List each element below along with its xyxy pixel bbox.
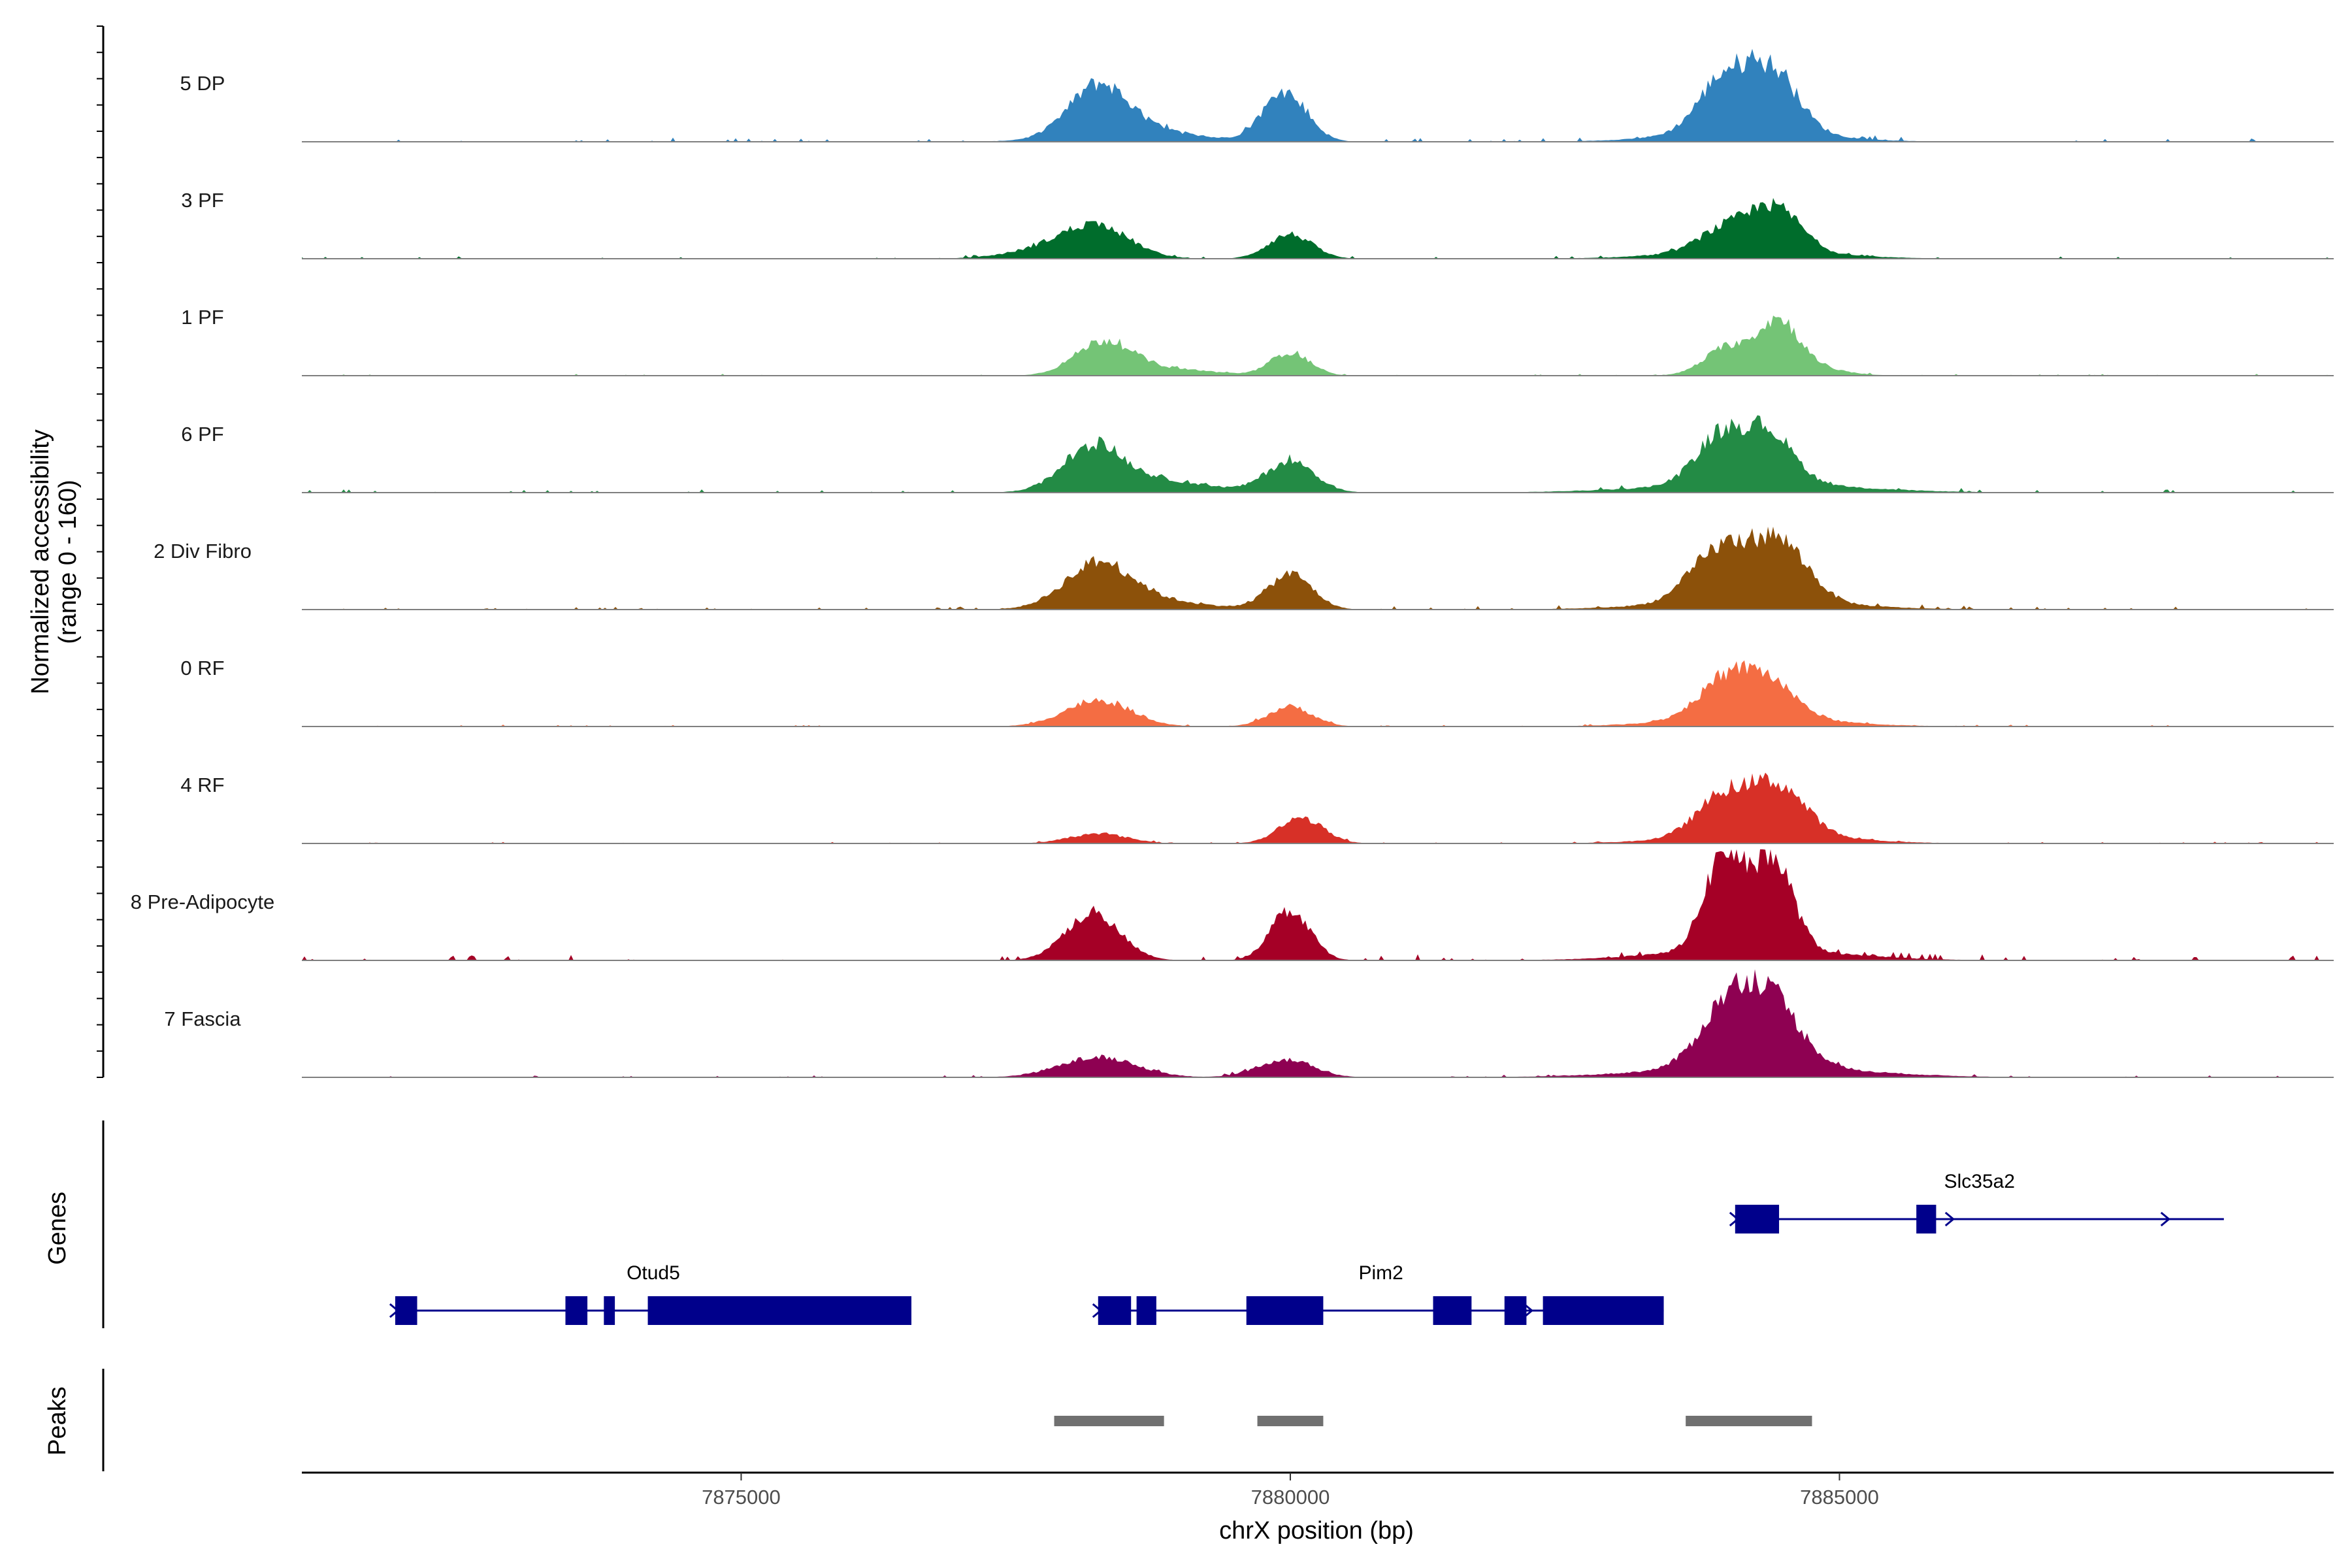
genes-track: Slc35a2 Otud5 Pim2 [389,1171,2224,1325]
gene-exon [565,1296,588,1325]
y-axis-range: (range 0 - 160) [54,480,82,644]
track-7-fascia: 7 Fascia [164,969,2334,1078]
x-axis-title: chrX position (bp) [1219,1517,1414,1544]
gene-otud5: Otud5 [389,1262,911,1325]
strand-arrow [1523,1303,1534,1318]
coverage-tracks: 5 DP 3 PF 1 PF 6 PF 2 Div Fibro 0 RF 4 RF 8 Pre… [131,48,2334,1078]
track-8-pre-adipocyte: 8 Pre-Adipocyte [131,849,2334,961]
track-6-pf: 6 PF [181,415,2334,493]
gene-exon [1504,1296,1527,1325]
x-tick-label: 7880000 [1251,1486,1330,1509]
y-axis-ticks [97,25,105,1078]
gene-exon [1136,1296,1156,1325]
gene-exon [395,1296,417,1325]
gene-exon [1543,1296,1664,1325]
track-label: 8 Pre-Adipocyte [131,890,275,913]
track-0-rf: 0 RF [180,657,2334,727]
gene-exon [1916,1205,1936,1233]
strand-arrow [2160,1211,2171,1227]
track-label: 3 PF [181,189,223,212]
track-label: 5 DP [180,72,225,95]
coverage-area [302,660,2334,727]
track-label: 1 PF [181,306,223,329]
track-label: 4 RF [180,774,224,796]
peaks-track-title: Peaks [44,1386,71,1456]
coverage-area [302,415,2334,493]
coverage-area [302,969,2334,1077]
peaks-track [1054,1416,1812,1426]
gene-exon [1246,1296,1324,1325]
gene-exon [1098,1296,1132,1325]
gene-name: Slc35a2 [1944,1171,2015,1192]
coverage-area [302,316,2334,376]
gene-exon [1735,1205,1780,1233]
gene-pim2: Pim2 [1092,1262,1664,1325]
track-1-pf: 1 PF [181,306,2334,376]
gene-exon [1433,1296,1472,1325]
coverage-area [302,772,2334,843]
peak-region [1257,1416,1324,1426]
strand-arrow [1944,1211,1955,1227]
peak-region [1686,1416,1812,1426]
coverage-area [302,527,2334,610]
gene-exon [647,1296,911,1325]
track-label: 7 Fascia [164,1007,241,1030]
track-3-pf: 3 PF [181,189,2334,259]
x-tick-label: 7875000 [702,1486,781,1509]
gene-name: Otud5 [627,1262,680,1284]
gene-name: Pim2 [1358,1262,1403,1284]
y-axis-title: Normalized accessibility [27,429,54,694]
x-tick-label: 7885000 [1800,1486,1879,1509]
track-label: 6 PF [181,423,223,446]
genes-track-title: Genes [44,1192,71,1265]
gene-slc35a2: Slc35a2 [1729,1171,2224,1233]
track-2-div-fibro: 2 Div Fibro [154,527,2334,610]
coverage-area [302,198,2334,259]
coverage-area [302,849,2334,960]
track-4-rf: 4 RF [180,772,2334,844]
peak-region [1054,1416,1164,1426]
gene-exon [604,1296,615,1325]
track-label: 2 Div Fibro [154,540,252,563]
coverage-area [302,48,2334,142]
x-axis-ticks: 7875000 7880000 7885000 [702,1473,1879,1509]
track-label: 0 RF [180,657,224,679]
track-5-dp: 5 DP [180,48,2334,142]
